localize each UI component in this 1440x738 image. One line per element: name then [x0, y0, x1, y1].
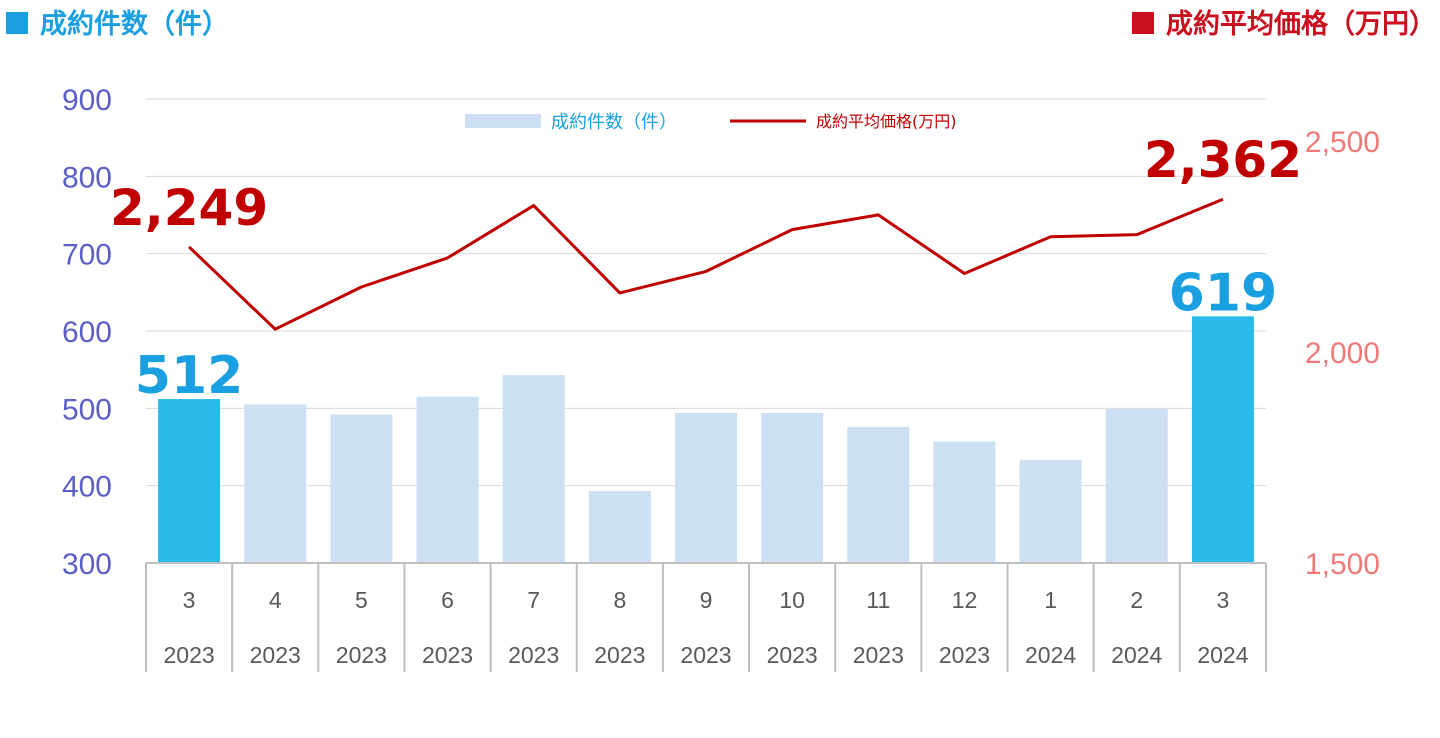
left-y-tick: 800 [62, 161, 112, 194]
line-series-marker-icon [1132, 12, 1154, 34]
x-axis: 3 2023 4 2023 5 2023 6 2023 7 2023 8 2023 9 2023 10 202… [145, 562, 1267, 672]
bar [588, 491, 651, 563]
x-tick-month: 10 [779, 587, 805, 613]
x-tick-month: 12 [952, 587, 978, 613]
x-tick-year: 2023 [767, 642, 818, 668]
x-tick-month: 6 [441, 587, 454, 613]
left-y-tick: 700 [62, 239, 112, 272]
left-y-tick: 300 [62, 548, 112, 581]
left-y-axis: 300 400 500 600 700 800 900 [62, 84, 112, 581]
x-tick-month: 8 [613, 587, 626, 613]
right-y-axis: 1,500 2,000 2,500 [1305, 126, 1380, 581]
bar [1191, 316, 1254, 563]
left-axis-title-text: 成約件数（件） [40, 9, 229, 40]
x-tick-month: 11 [866, 587, 890, 613]
right-y-tick: 2,000 [1305, 337, 1380, 370]
line-data-label: 2,249 [110, 179, 268, 237]
x-tick-month: 3 [1217, 587, 1230, 613]
left-y-tick: 600 [62, 316, 112, 349]
legend-bar-label: 成約件数（件） [551, 112, 677, 133]
x-tick-year: 2023 [508, 642, 559, 668]
bar-series-marker-icon [6, 12, 28, 34]
x-tick-year: 2023 [336, 642, 387, 668]
x-tick-month: 9 [700, 587, 713, 613]
left-y-tick: 400 [62, 471, 112, 504]
x-tick-month: 7 [527, 587, 540, 613]
line-series [188, 197, 1224, 331]
bar-data-label: 512 [135, 346, 244, 406]
x-tick-month: 3 [183, 587, 196, 613]
right-y-tick: 1,500 [1305, 548, 1380, 581]
bar [1105, 409, 1168, 563]
data-labels: 512 619 2,249 2,362 [110, 131, 1302, 406]
bar [1019, 460, 1082, 563]
left-y-tick: 900 [62, 84, 112, 117]
x-tick-year: 2023 [163, 642, 214, 668]
legend-bar-swatch [465, 114, 541, 128]
x-tick-year: 2024 [1111, 642, 1162, 668]
x-tick-year: 2023 [594, 642, 645, 668]
bar [847, 426, 910, 563]
right-axis-title: 成約平均価格（万円） [1132, 2, 1436, 41]
left-y-tick: 500 [62, 393, 112, 426]
x-tick-year: 2023 [250, 642, 301, 668]
right-axis-title-text: 成約平均価格（万円） [1166, 9, 1436, 40]
x-tick-month: 4 [269, 587, 282, 613]
bar [761, 412, 824, 563]
x-tick-year: 2023 [422, 642, 473, 668]
bar [158, 399, 221, 563]
x-tick-year: 2024 [1197, 642, 1248, 668]
bar [502, 375, 565, 563]
bar [244, 404, 307, 563]
price-line [188, 197, 1224, 331]
bar [933, 441, 996, 563]
legend-line-label: 成約平均価格(万円) [816, 112, 957, 131]
bar [330, 414, 393, 563]
bar-data-label: 619 [1169, 263, 1278, 323]
line-data-label: 2,362 [1144, 131, 1302, 189]
x-tick-month: 1 [1044, 587, 1057, 613]
x-tick-year: 2023 [853, 642, 904, 668]
legend: 成約件数（件） 成約平均価格(万円) [465, 112, 957, 133]
right-y-tick: 2,500 [1305, 126, 1380, 159]
bar [416, 396, 479, 563]
left-axis-title: 成約件数（件） [6, 2, 229, 41]
bar-series [158, 316, 1254, 563]
bar [675, 412, 737, 563]
x-tick-year: 2023 [939, 642, 990, 668]
x-tick-year: 2023 [680, 642, 731, 668]
x-tick-year: 2024 [1025, 642, 1076, 668]
x-tick-month: 5 [355, 587, 368, 613]
x-tick-month: 2 [1130, 587, 1143, 613]
